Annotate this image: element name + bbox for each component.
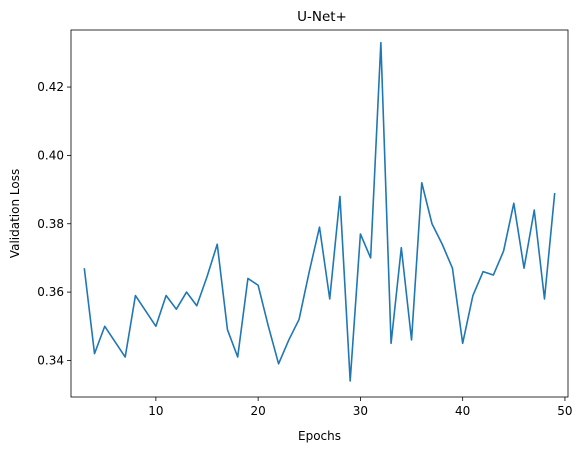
x-tick-label: 50 <box>557 404 572 418</box>
y-tick-label: 0.34 <box>37 353 64 367</box>
axes-frame <box>71 30 568 397</box>
y-tick-label: 0.42 <box>37 80 64 94</box>
x-tick-label: 10 <box>148 404 163 418</box>
series-line-0 <box>84 43 554 381</box>
x-axis-ticks: 10 20 30 40 50 <box>148 397 572 418</box>
y-axis-ticks: 0.34 0.36 0.38 0.40 0.42 <box>37 80 71 367</box>
x-tick-label: 40 <box>455 404 470 418</box>
x-tick-label: 30 <box>353 404 368 418</box>
x-tick-label: 20 <box>251 404 266 418</box>
y-axis-label: Validation Loss <box>8 169 22 258</box>
y-tick-label: 0.38 <box>37 217 64 231</box>
y-tick-label: 0.40 <box>37 148 64 162</box>
chart-title: U-Net+ <box>297 9 347 25</box>
y-tick-label: 0.36 <box>37 285 64 299</box>
x-axis-label: Epochs <box>298 429 341 443</box>
plot-area <box>84 43 554 381</box>
